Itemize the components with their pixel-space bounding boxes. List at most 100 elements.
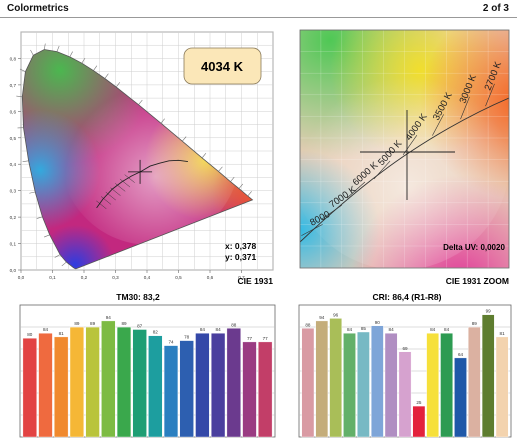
locus-wavelength-tick bbox=[30, 49, 34, 56]
y-tick-label: 0,1 bbox=[10, 242, 17, 247]
y-tick-label: 0,7 bbox=[10, 83, 17, 88]
tm30-bar bbox=[148, 335, 163, 438]
cri-bar bbox=[357, 331, 370, 438]
delta-uv-readout: Delta UV: 0,0020 bbox=[443, 243, 505, 252]
cri-value-label: 84 bbox=[347, 327, 353, 332]
isotherm-hatch bbox=[105, 191, 116, 201]
isotherm-hatch bbox=[124, 174, 135, 183]
cie-caption: CIE 1931 bbox=[238, 276, 274, 286]
tm30-bar bbox=[69, 326, 85, 438]
tm30-value-label: 74 bbox=[168, 340, 174, 345]
cri-value-label: 89 bbox=[472, 321, 478, 326]
tm30-value-label: 88 bbox=[231, 322, 237, 327]
locus-wavelength-tick bbox=[19, 68, 26, 72]
locus-wavelength-tick bbox=[54, 254, 61, 258]
x-tick-label: 0,2 bbox=[81, 275, 88, 280]
tm30-bar bbox=[22, 338, 37, 438]
isotherm-line bbox=[301, 224, 323, 236]
tm30-bar bbox=[38, 333, 53, 438]
locus-wavelength-tick bbox=[44, 43, 46, 50]
cri-bar bbox=[412, 405, 426, 438]
locus-wavelength-tick bbox=[56, 45, 60, 52]
locus-wavelength-tick bbox=[104, 73, 109, 79]
cri-value-label: 25 bbox=[416, 400, 422, 405]
tm30-bars: 80 84 81 89 89 94 89 87 82 74 78 84 84 88 77 77 bbox=[20, 315, 275, 438]
cri-bar bbox=[398, 351, 412, 438]
cri-bar bbox=[329, 318, 343, 438]
y-tick-label: 0,3 bbox=[10, 189, 17, 194]
y-tick-label: 0,6 bbox=[10, 109, 17, 114]
cri-value-label: 96 bbox=[333, 312, 339, 317]
tm30-value-label: 87 bbox=[137, 324, 143, 329]
locus-wavelength-tick bbox=[61, 261, 67, 267]
isotherm-hatch bbox=[115, 183, 126, 192]
isotherm-line bbox=[485, 83, 495, 107]
tm30-value-label: 84 bbox=[200, 327, 206, 332]
cri-value-label: 99 bbox=[486, 309, 492, 314]
page-header: Colormetrics 2 of 3 bbox=[0, 0, 517, 18]
tm30-value-label: 89 bbox=[121, 321, 127, 326]
y-tick-label: 0,8 bbox=[10, 56, 17, 61]
cri-bar bbox=[468, 326, 481, 438]
x-tick-label: 0,1 bbox=[49, 275, 56, 280]
locus-wavelength-tick bbox=[160, 118, 165, 124]
header-divider bbox=[0, 17, 517, 18]
tm30-panel: TM30: 83,2 80 84 81 89 89 94 89 87 82 74 78 84 84 88 7… bbox=[19, 292, 276, 438]
x-tick-label: 0,3 bbox=[112, 275, 119, 280]
page-indicator: 2 of 3 bbox=[482, 3, 509, 14]
isotherm-line bbox=[460, 96, 470, 120]
tm30-value-label: 81 bbox=[59, 331, 65, 336]
zoom-caption: CIE 1931 ZOOM bbox=[446, 276, 509, 286]
locus-wavelength-tick bbox=[238, 183, 244, 189]
tm30-value-label: 78 bbox=[184, 335, 190, 340]
tm30-bar bbox=[179, 340, 194, 438]
locus-wavelength-tick bbox=[29, 191, 36, 194]
tm30-bar bbox=[132, 329, 147, 438]
tm30-bar bbox=[85, 326, 100, 438]
cri-value-label: 88 bbox=[305, 322, 311, 327]
cri-value-label: 85 bbox=[361, 326, 367, 331]
cri-value-label: 64 bbox=[458, 352, 464, 357]
tm30-value-label: 89 bbox=[74, 321, 80, 326]
tm30-bar bbox=[258, 341, 273, 438]
cri-bar bbox=[343, 333, 356, 438]
locus-wavelength-tick bbox=[36, 216, 43, 219]
y-tick-label: 0,4 bbox=[10, 162, 17, 167]
cri-value-label: 84 bbox=[444, 327, 450, 332]
locus-wavelength-tick bbox=[182, 136, 187, 142]
cie-chromaticity-marker bbox=[128, 159, 153, 184]
cri-value-label: 90 bbox=[375, 320, 381, 325]
locus-wavelength-tick bbox=[247, 191, 252, 197]
cri-value-label: 94 bbox=[319, 315, 325, 320]
cri-bar bbox=[454, 357, 467, 438]
tm30-value-label: 84 bbox=[43, 327, 49, 332]
locus-wavelength-tick bbox=[138, 99, 143, 105]
cri-bar bbox=[371, 325, 384, 438]
locus-wavelength-tick bbox=[69, 51, 73, 57]
tm30-value-label: 77 bbox=[263, 336, 269, 341]
cri-panel: CRI: 86,4 (R1-R8) 88 94 96 84 85 90 84 69 25 84 84… bbox=[298, 292, 512, 438]
tm30-bar bbox=[242, 341, 257, 438]
cct-value: 4034 K bbox=[201, 59, 244, 74]
tm30-bar bbox=[226, 328, 241, 438]
cct-badge bbox=[183, 47, 262, 85]
tm30-title: TM30: 83,2 bbox=[116, 292, 160, 302]
cri-bar bbox=[315, 320, 329, 438]
cri-bars: 88 94 96 84 85 90 84 69 25 84 84 64 89 99 81 bbox=[299, 309, 511, 438]
tm30-value-label: 77 bbox=[247, 336, 253, 341]
isotherm-hatch bbox=[100, 196, 112, 205]
y-tick-label: 0,0 bbox=[10, 268, 17, 273]
isotherm-line bbox=[373, 160, 391, 180]
y-tick-label: 0,5 bbox=[10, 136, 17, 141]
tm30-bar bbox=[210, 333, 226, 438]
tm30-value-label: 82 bbox=[153, 330, 159, 335]
cri-bar bbox=[481, 314, 495, 438]
locus-wavelength-tick bbox=[16, 95, 23, 98]
tm30-value-label: 80 bbox=[27, 332, 33, 337]
locus-wavelength-tick bbox=[201, 153, 207, 159]
locus-wavelength-tick bbox=[115, 82, 121, 88]
isotherm-line bbox=[321, 204, 343, 220]
